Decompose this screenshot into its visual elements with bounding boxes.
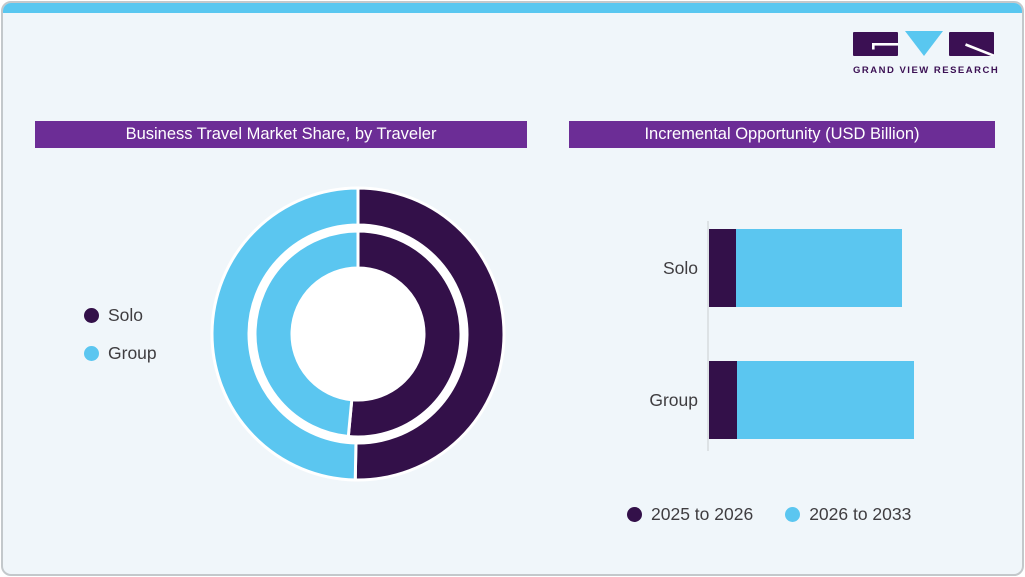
solo-bar-2026-2033 <box>736 229 902 307</box>
legend-item-2025-2026: 2025 to 2026 <box>627 504 753 525</box>
group-bar-2026-2033 <box>737 361 914 439</box>
donut-legend: Solo Group <box>84 305 157 364</box>
group-legend-dot <box>84 346 99 361</box>
period-1-legend-label: 2025 to 2026 <box>651 504 754 524</box>
legend-item-group: Group <box>84 343 157 364</box>
gvr-logo: GRAND VIEW RESEARCH <box>853 30 999 76</box>
top-accent-strip <box>3 3 1022 13</box>
legend-item-solo: Solo <box>84 305 157 326</box>
gvr-logo-icon <box>853 31 994 56</box>
bar-label-solo: Solo <box>662 258 698 278</box>
solo-bar-2025-2026 <box>709 229 737 307</box>
period-2-legend-label: 2026 to 2033 <box>809 504 912 524</box>
period-1-legend-dot <box>627 507 642 522</box>
bar-row-solo <box>709 229 902 307</box>
donut-chart <box>210 186 506 482</box>
bar-label-group: Group <box>649 390 698 410</box>
solo-legend-label: Solo <box>108 305 144 325</box>
brand-name: GRAND VIEW RESEARCH <box>853 65 1000 76</box>
period-2-legend-dot <box>785 507 801 522</box>
legend-item-2026-2033: 2026 to 2033 <box>785 504 911 525</box>
bar-legend: 2025 to 2026 2026 to 2033 <box>627 504 911 525</box>
solo-legend-dot <box>84 308 99 323</box>
bar-axis-line <box>707 221 709 451</box>
right-chart-title: Incremental Opportunity (USD Billion) <box>569 121 995 148</box>
group-bar-2025-2026 <box>709 361 738 439</box>
left-chart-title: Business Travel Market Share, by Travele… <box>35 121 527 148</box>
group-legend-label: Group <box>108 343 157 363</box>
bar-row-group <box>709 361 914 439</box>
